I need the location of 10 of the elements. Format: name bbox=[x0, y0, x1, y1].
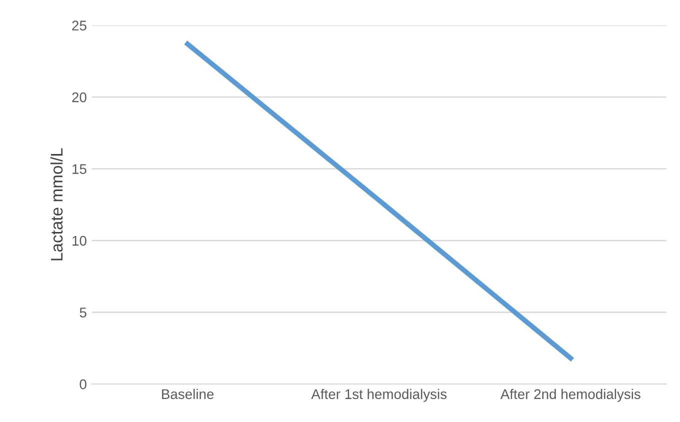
y-tick-label: 10 bbox=[72, 236, 86, 246]
x-tick-label: After 2nd hemodialysis bbox=[500, 388, 640, 402]
y-tick-label: 20 bbox=[72, 92, 86, 102]
x-tick-label: After 1st hemodialysis bbox=[311, 388, 447, 402]
y-tick-label: 5 bbox=[80, 308, 86, 318]
y-axis-title: Lactate mmol/L bbox=[50, 148, 63, 260]
x-tick-label: Baseline bbox=[162, 388, 214, 400]
y-tick-label: 25 bbox=[72, 20, 86, 30]
y-tick-label: 15 bbox=[72, 164, 86, 174]
y-tick-label: 0 bbox=[80, 379, 86, 390]
